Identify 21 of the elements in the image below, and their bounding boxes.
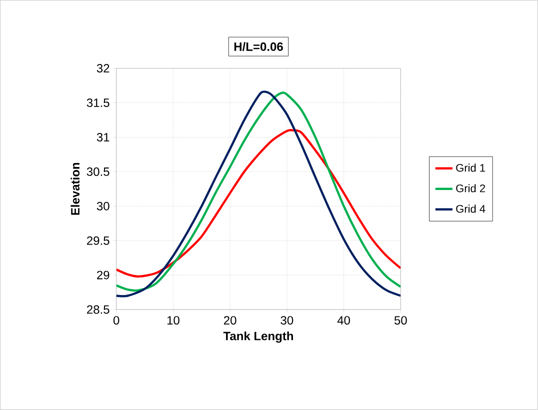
y-tick-label: 29.5 xyxy=(87,236,110,245)
x-tick-label: 40 xyxy=(337,316,350,325)
legend-label: Grid 2 xyxy=(456,184,486,192)
chart-title: H/L=0.06 xyxy=(234,42,283,52)
legend-label: Grid 4 xyxy=(456,204,486,213)
legend-label: Grid 1 xyxy=(456,164,486,172)
y-axis-title: Elevation xyxy=(70,163,80,215)
x-tick-label: 0 xyxy=(113,316,120,325)
y-tick-label: 30.5 xyxy=(86,168,110,176)
line-series xyxy=(116,129,401,278)
x-tick-label: 10 xyxy=(167,316,180,325)
y-tick-label: 31 xyxy=(96,133,110,142)
y-tick-label: 29 xyxy=(97,270,110,280)
x-axis-title: Tank Length xyxy=(223,332,293,343)
x-tick-label: 50 xyxy=(394,316,407,325)
y-tick-label: 31.5 xyxy=(86,98,110,108)
y-tick-label: 32 xyxy=(96,64,110,73)
x-tick-label: 30 xyxy=(280,316,294,325)
y-tick-label: 30 xyxy=(96,202,110,210)
y-tick-label: 28.5 xyxy=(87,305,110,314)
x-tick-label: 20 xyxy=(224,316,236,325)
